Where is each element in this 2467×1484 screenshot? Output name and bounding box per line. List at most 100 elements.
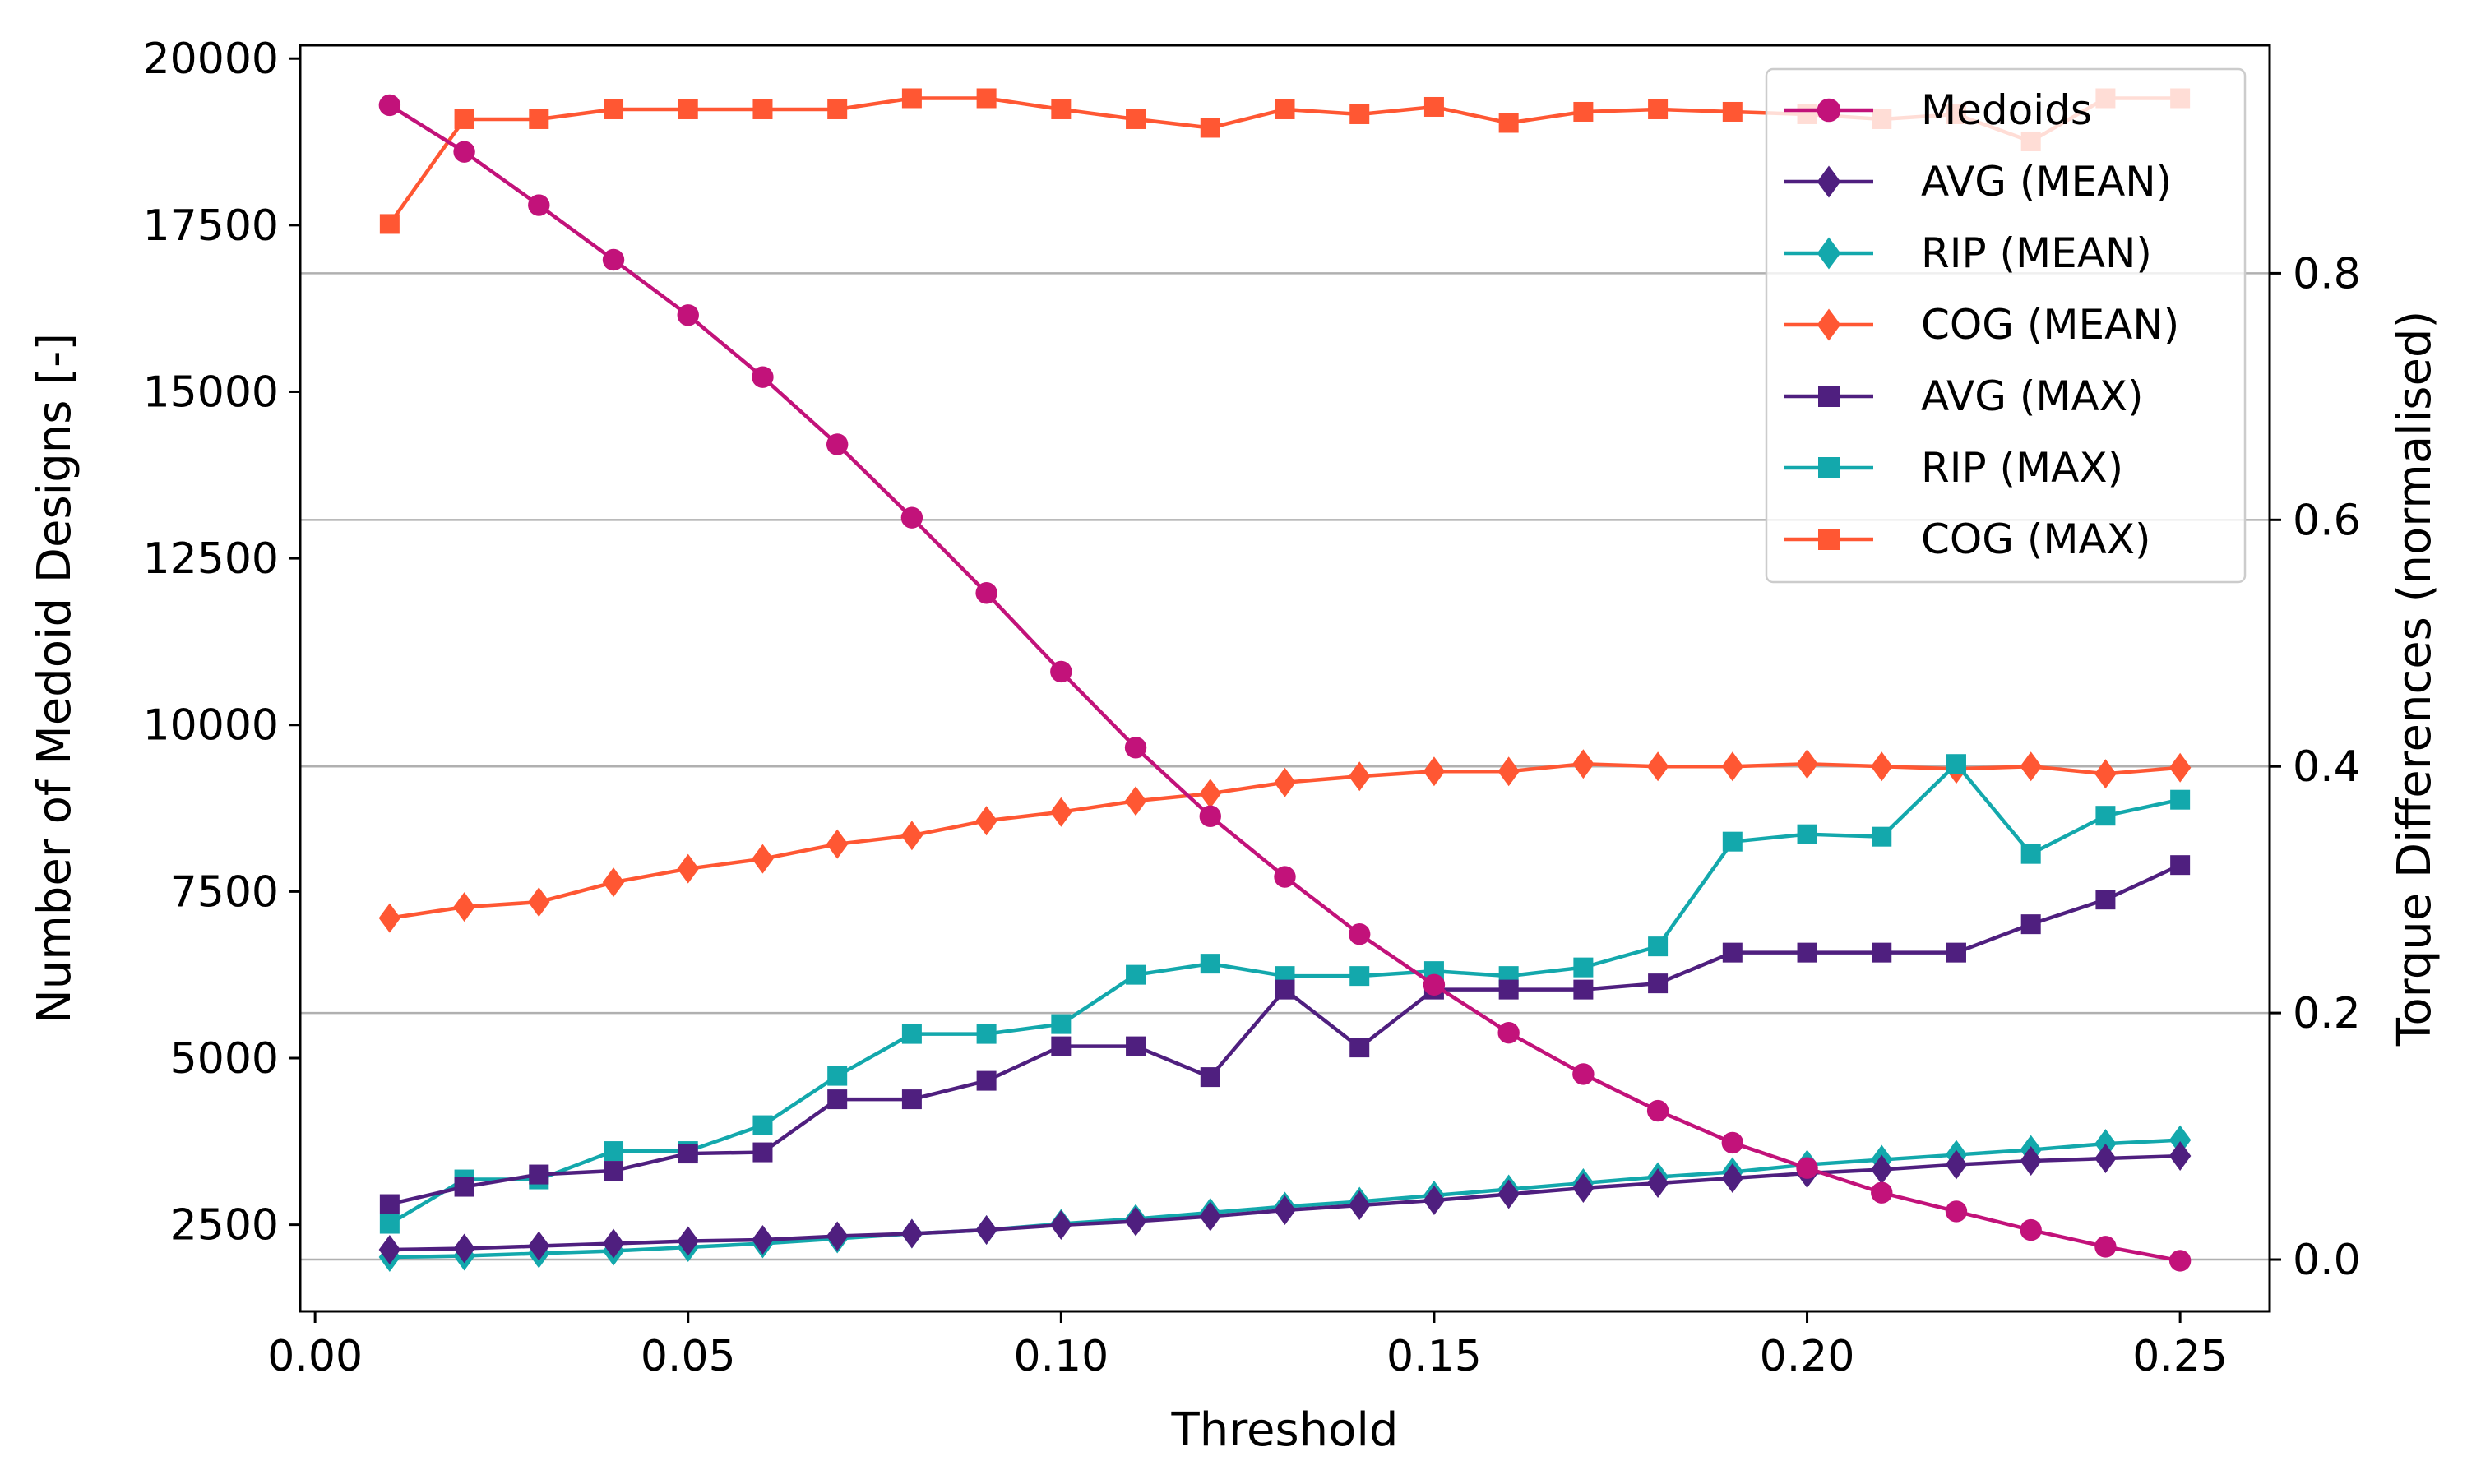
data-point [1126, 1036, 1146, 1056]
data-point [1050, 1210, 1072, 1241]
data-point [1423, 756, 1446, 787]
data-point [2094, 759, 2117, 789]
data-point [2170, 855, 2191, 876]
legend-label: COG (MEAN) [1921, 301, 2179, 349]
data-point [1572, 1063, 1595, 1085]
data-point [529, 1164, 549, 1185]
data-point [1050, 797, 1072, 827]
legend-item: Medoids [1784, 86, 2092, 134]
data-point [1497, 1022, 1520, 1044]
data-point [1498, 979, 1519, 1000]
data-point [2170, 789, 2191, 810]
data-point [1646, 1099, 1669, 1122]
data-point [2168, 1125, 2192, 1155]
data-point [2094, 1236, 2117, 1258]
x-tick-label: 0.00 [267, 1332, 363, 1381]
legend: Medoids AVG (MEAN) RIP (MEAN) COG (MEAN) AVG… [1765, 67, 2247, 584]
data-point [1423, 96, 1444, 117]
legend-box [1765, 67, 2247, 584]
data-point [1946, 942, 1966, 963]
data-point [2020, 1218, 2042, 1241]
x-tick-label: 0.25 [2132, 1332, 2228, 1381]
data-point [1797, 824, 1817, 844]
legend-marker [1817, 308, 1841, 341]
data-point [1572, 1173, 1595, 1204]
data-point [1721, 751, 1744, 782]
data-point [1349, 1190, 1371, 1221]
y-right-tick-label: 0.2 [2293, 989, 2361, 1038]
data-point [1796, 749, 1818, 779]
grid-layer [300, 272, 2270, 1261]
y-left-tick-label: 20000 [143, 35, 279, 84]
data-point [826, 829, 849, 859]
data-point [1275, 979, 1295, 1000]
data-point [2020, 914, 2041, 935]
data-point [1124, 737, 1147, 759]
data-point [528, 887, 550, 918]
data-point [1349, 104, 1370, 124]
data-point [901, 1024, 922, 1044]
data-point [604, 1161, 624, 1181]
data-point [975, 1215, 997, 1246]
data-point [900, 1218, 923, 1249]
x-tick-label: 0.15 [1386, 1332, 1482, 1381]
x-tick-label: 0.20 [1760, 1332, 1855, 1381]
data-point [752, 366, 774, 388]
data-point [975, 806, 997, 836]
data-point [2020, 751, 2042, 782]
data-point [1200, 118, 1220, 138]
legend-marker [1818, 457, 1840, 478]
legend-item: COG (MAX) [1784, 515, 2151, 563]
data-point [1423, 973, 1446, 996]
data-point [1051, 1014, 1072, 1034]
data-point [677, 304, 699, 326]
y-right-tick-label: 0.4 [2293, 742, 2361, 792]
data-point [1498, 113, 1519, 133]
data-point [1423, 1186, 1446, 1216]
data-point [1200, 954, 1220, 974]
data-point [752, 844, 774, 874]
legend-item: RIP (MAX) [1784, 444, 2123, 492]
y-left-tick-label: 17500 [143, 201, 279, 251]
legend-item: AVG (MAX) [1784, 372, 2143, 420]
data-point [1797, 942, 1817, 963]
data-point [826, 433, 849, 455]
data-point [1126, 964, 1146, 985]
data-point [2094, 1144, 2117, 1174]
plot-frame [299, 44, 2271, 1313]
data-point [1573, 101, 1594, 122]
legend-item: AVG (MEAN) [1784, 158, 2172, 206]
data-point [379, 214, 400, 234]
data-point [1648, 973, 1669, 994]
data-point [2020, 1146, 2042, 1177]
data-point [454, 1177, 474, 1197]
data-point [1124, 1206, 1147, 1237]
data-point [901, 1089, 922, 1110]
legend-marker [1817, 165, 1841, 198]
data-point [1721, 1131, 1744, 1154]
data-point [378, 903, 401, 933]
y-left-tick-label: 15000 [143, 368, 279, 417]
data-point [454, 109, 474, 129]
data-point [1871, 751, 1893, 782]
data-point [752, 1142, 773, 1163]
y-axis-left-title: Number of Medoid Designs [-] [28, 333, 81, 1024]
data-point [1871, 1181, 1893, 1204]
series-avg-max [379, 855, 2191, 1214]
data-point [1199, 779, 1221, 809]
data-point [827, 99, 848, 119]
legend-label: COG (MAX) [1921, 515, 2151, 563]
data-point [2020, 844, 2041, 864]
data-point [677, 1226, 699, 1256]
data-point [1722, 831, 1743, 852]
data-point [1200, 1067, 1220, 1088]
data-point [1497, 1179, 1520, 1209]
data-point [602, 248, 625, 271]
data-point [901, 88, 922, 109]
data-point [604, 99, 624, 119]
series-medoids [378, 94, 2192, 1272]
data-point [826, 1221, 849, 1251]
data-point [678, 99, 698, 119]
